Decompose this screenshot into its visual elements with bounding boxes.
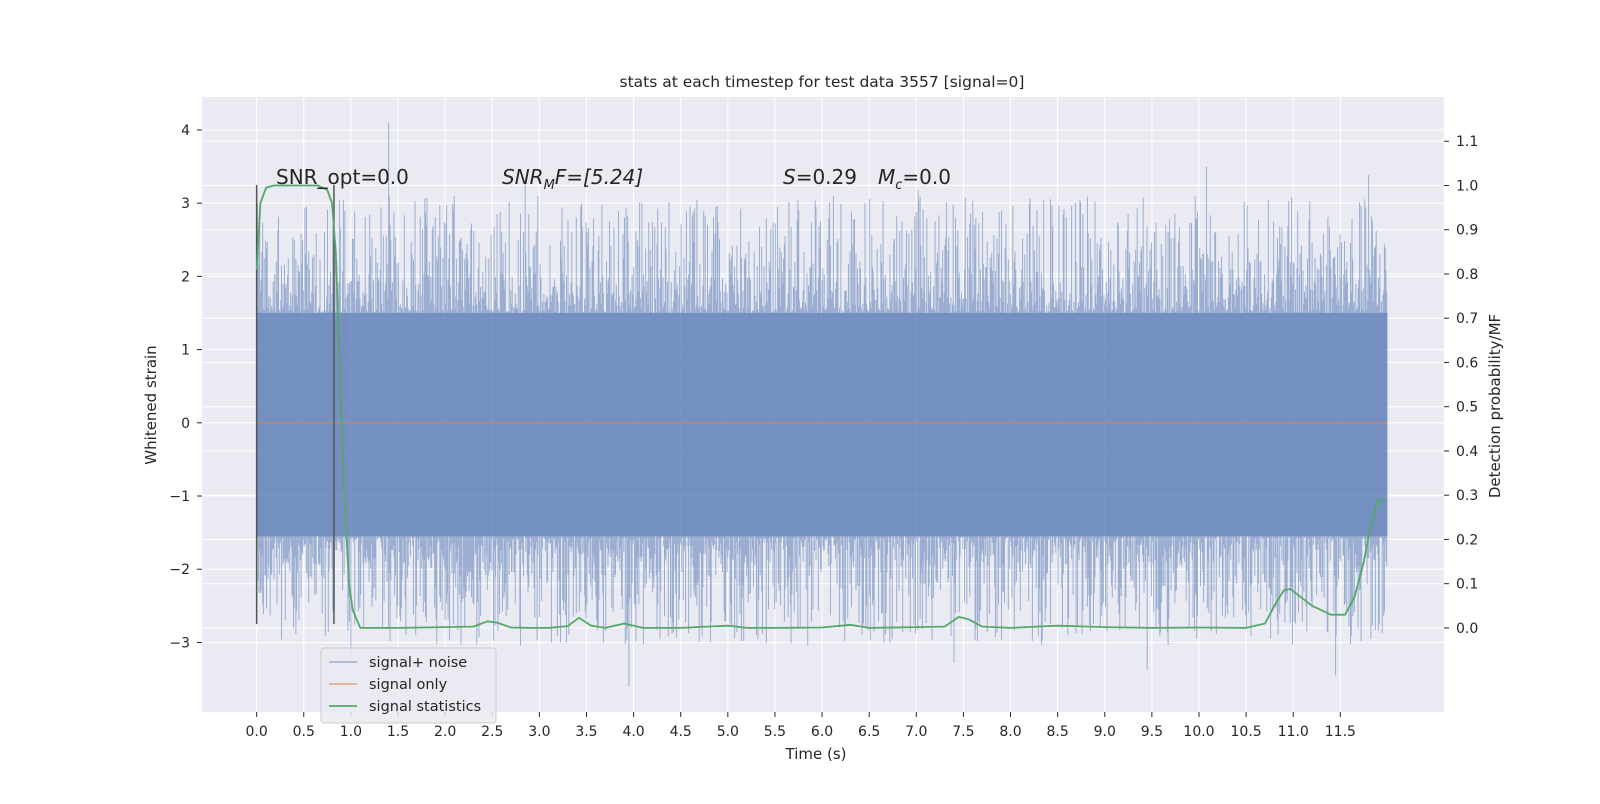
noise-series <box>256 122 1388 687</box>
right-y-tick-label: 0.2 <box>1456 532 1478 548</box>
x-tick-label: 11.5 <box>1325 724 1356 740</box>
x-tick-label: 6.5 <box>858 724 880 740</box>
right-y-tick-label: 1.1 <box>1456 134 1478 150</box>
x-tick-label: 10.0 <box>1183 724 1214 740</box>
left-y-axis-ticks: 4 3 2 1 0 −1 −2 −3 <box>169 123 202 651</box>
x-tick-label: 6.0 <box>811 724 833 740</box>
legend-noise-label: signal+ noise <box>369 655 467 671</box>
left-y-tick-label: 3 <box>181 196 190 212</box>
annotation-mc: Mc=0.0 <box>878 165 951 193</box>
x-tick-label: 0.5 <box>293 724 315 740</box>
right-y-axis-ticks: 1.1 1.0 0.9 0.8 0.7 0.6 0.5 0.4 0.3 0.2 0.1 0.0 <box>1444 134 1478 637</box>
x-tick-label: 2.5 <box>481 724 503 740</box>
x-tick-label: 3.0 <box>528 724 550 740</box>
right-y-tick-label: 0.9 <box>1456 223 1478 239</box>
legend-statistics-label: signal statistics <box>369 699 481 715</box>
right-y-tick-label: 0.4 <box>1456 444 1478 460</box>
x-tick-label: 10.5 <box>1231 724 1262 740</box>
chart-title: stats at each timestep for test data 355… <box>620 73 1025 91</box>
right-y-tick-label: 0.8 <box>1456 267 1478 283</box>
legend: signal+ noise signal only signal statist… <box>320 647 497 724</box>
left-y-tick-label: −2 <box>169 562 190 578</box>
left-y-tick-label: −3 <box>169 635 190 651</box>
annotation-snr-opt: SNR_opt=0.0 <box>276 165 409 189</box>
right-y-tick-label: 0.7 <box>1456 311 1478 327</box>
x-tick-label: 8.5 <box>1047 724 1069 740</box>
x-tick-label: 7.5 <box>952 724 974 740</box>
x-tick-label: 7.0 <box>905 724 927 740</box>
left-y-tick-label: −1 <box>169 489 190 505</box>
x-tick-label: 5.5 <box>764 724 786 740</box>
legend-box <box>320 647 497 724</box>
statistics-series <box>255 184 1384 629</box>
right-y-axis-label: Detection probability/MF <box>1486 314 1504 498</box>
x-tick-label: 9.0 <box>1094 724 1116 740</box>
x-tick-label: 11.0 <box>1278 724 1309 740</box>
left-y-tick-label: 0 <box>181 416 190 432</box>
left-y-axis-label: Whitened strain <box>142 345 160 464</box>
right-y-tick-label: 1.0 <box>1456 178 1478 194</box>
statistics-line <box>255 184 1384 629</box>
x-tick-label: 4.0 <box>622 724 644 740</box>
right-y-tick-label: 0.5 <box>1456 400 1478 416</box>
x-tick-label: 0.0 <box>246 724 268 740</box>
annotation-s: S=0.29 <box>783 165 857 189</box>
x-tick-label: 5.0 <box>717 724 739 740</box>
x-tick-label: 1.5 <box>387 724 409 740</box>
right-y-tick-label: 0.0 <box>1456 621 1478 637</box>
x-tick-label: 1.0 <box>340 724 362 740</box>
x-axis-label: Time (s) <box>785 745 847 763</box>
annotation-snr-mf: SNRMF=[5.24] <box>502 165 643 193</box>
x-axis-ticks: 0.0 0.5 1.0 1.5 2.0 2.5 3.0 3.5 4.0 4.5 5.0 5.5 6.0 6… <box>246 712 1356 740</box>
left-y-tick-label: 2 <box>181 269 190 285</box>
right-y-tick-label: 0.6 <box>1456 355 1478 371</box>
legend-signal-label: signal only <box>369 677 448 693</box>
left-y-tick-label: 4 <box>181 123 190 139</box>
right-y-tick-label: 0.3 <box>1456 488 1478 504</box>
x-tick-label: 3.5 <box>575 724 597 740</box>
x-tick-label: 2.0 <box>434 724 456 740</box>
x-tick-label: 4.5 <box>670 724 692 740</box>
x-tick-label: 9.5 <box>1141 724 1163 740</box>
right-y-tick-label: 0.1 <box>1456 577 1478 593</box>
left-y-tick-label: 1 <box>181 343 190 359</box>
x-tick-label: 8.0 <box>999 724 1021 740</box>
